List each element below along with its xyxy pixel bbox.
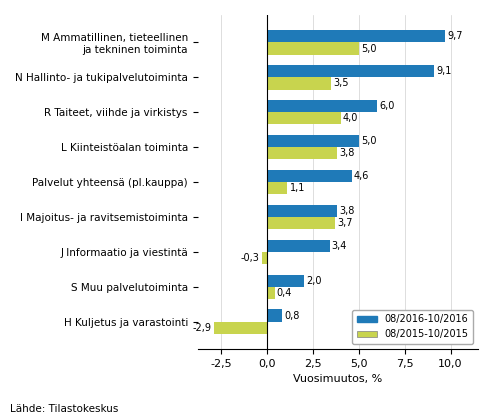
Text: 0,4: 0,4 [277,288,292,298]
Bar [267,135,359,147]
Text: 4,0: 4,0 [343,113,358,123]
Text: 3,7: 3,7 [337,218,353,228]
Text: -0,3: -0,3 [241,253,259,263]
Bar [267,112,341,124]
Text: 5,0: 5,0 [361,44,377,54]
Text: 1,1: 1,1 [289,183,305,193]
Bar [267,287,275,299]
Bar [267,77,331,89]
Bar [262,252,267,264]
Bar [267,275,304,287]
Text: 3,8: 3,8 [339,148,354,158]
Text: 3,5: 3,5 [334,79,349,89]
Bar [214,322,267,334]
Bar [267,310,282,322]
Bar [267,217,335,229]
Text: 2,0: 2,0 [306,276,321,286]
X-axis label: Vuosimuutos, %: Vuosimuutos, % [293,374,383,384]
Text: 0,8: 0,8 [284,311,299,321]
Text: 3,8: 3,8 [339,206,354,216]
Bar [267,65,434,77]
Text: 4,6: 4,6 [354,171,369,181]
Text: 5,0: 5,0 [361,136,377,146]
Bar [267,205,337,217]
Text: 9,7: 9,7 [447,31,463,41]
Bar [267,147,337,159]
Text: 9,1: 9,1 [436,66,452,76]
Bar [267,42,359,54]
Bar [267,182,287,194]
Bar [267,240,329,252]
Legend: 08/2016-10/2016, 08/2015-10/2015: 08/2016-10/2016, 08/2015-10/2015 [352,310,473,344]
Text: Lähde: Tilastokeskus: Lähde: Tilastokeskus [10,404,118,414]
Text: 3,4: 3,4 [332,241,347,251]
Text: 6,0: 6,0 [380,101,395,111]
Bar [267,30,445,42]
Text: -2,9: -2,9 [193,323,212,333]
Bar [267,170,352,182]
Bar [267,100,377,112]
